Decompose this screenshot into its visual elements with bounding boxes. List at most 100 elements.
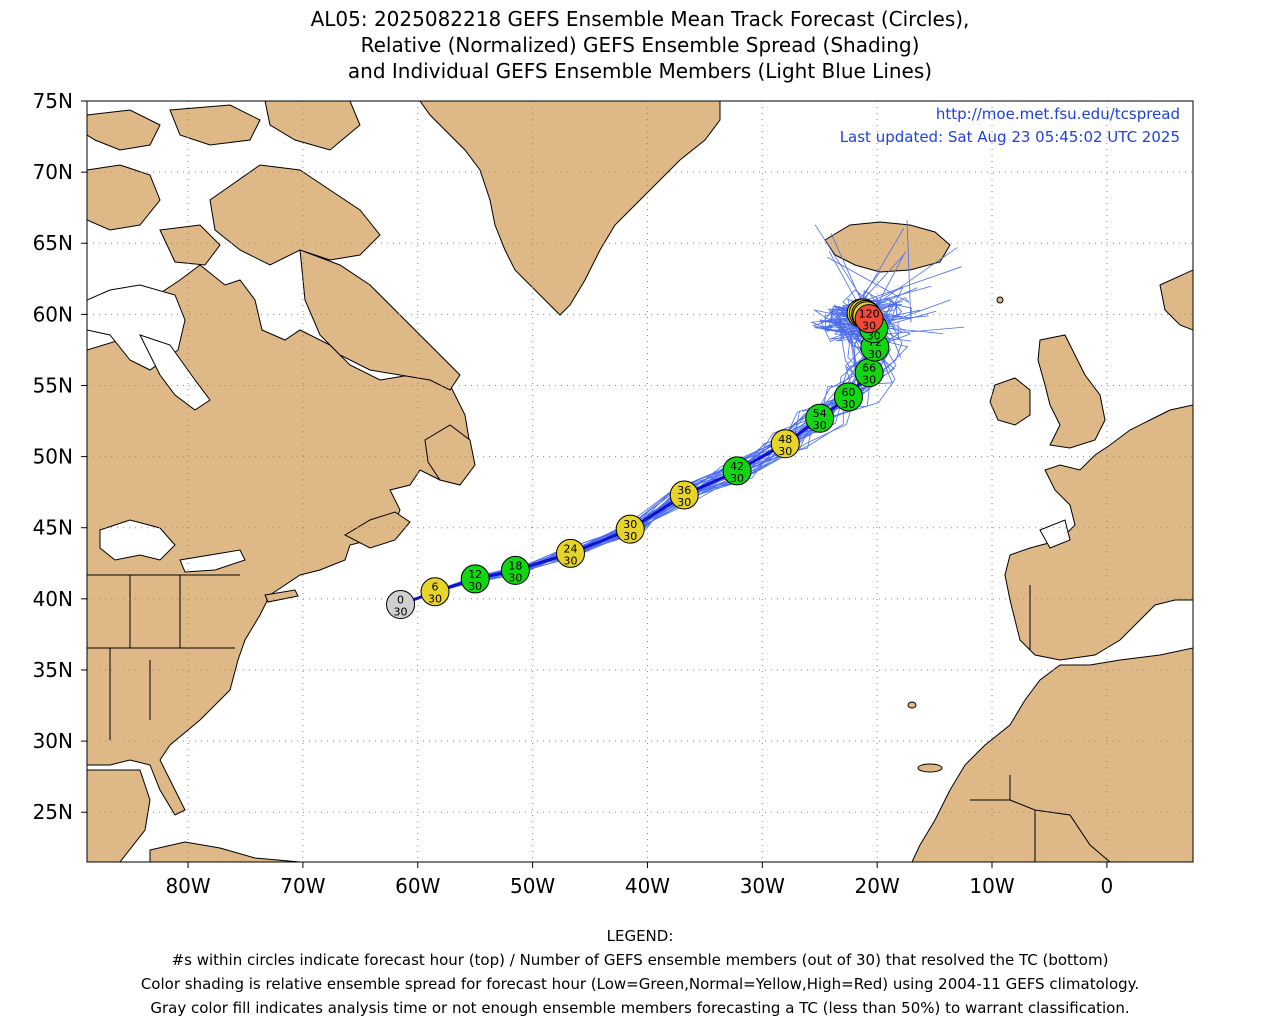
gulf-coast-land [87,769,151,862]
faroe-islands [996,296,1004,304]
lat-tick-label: 50N [33,445,73,469]
forecast-circles: 0306301230183024303030363042304830543060… [386,298,890,620]
member-count-label: 30 [862,320,876,333]
nova-scotia [343,511,411,549]
forecast-circle-fill [615,514,645,544]
lat-tick-label: 55N [33,373,73,397]
land-masses [87,101,1193,862]
forecast-hour-label: 12 [468,568,482,581]
title-line-3: and Individual GEFS Ensemble Members (Li… [347,59,933,83]
newfoundland-island [424,424,476,486]
lat-tick-label: 40N [33,587,73,611]
forecast-circle-fill [556,538,586,568]
legend-line-3: Gray color fill indicates analysis time … [150,999,1130,1017]
biscay-water [1039,519,1071,549]
last-updated: Last updated: Sat Aug 23 05:45:02 UTC 20… [840,128,1180,146]
forecast-hour-label: 48 [778,433,792,446]
lon-tick-label: 40W [625,874,670,898]
scandinavia-edge [1159,269,1193,331]
member-count-label: 30 [730,472,744,485]
lat-tick-label: 70N [33,160,73,184]
forecast-hour-label: 0 [397,594,404,607]
forecast-hour-label: 24 [564,542,578,555]
iceland-island [824,221,951,273]
forecast-circle-fill [669,480,699,510]
chart-title: AL05: 2025082218 GEFS Ensemble Mean Trac… [0,6,1280,84]
arctic-island-4 [159,224,221,266]
lat-tick-label: 30N [33,729,73,753]
labrador-coast [299,249,461,391]
forecast-hour-label: 54 [813,407,827,420]
title-line-2: Relative (Normalized) GEFS Ensemble Spre… [360,33,920,57]
source-url[interactable]: http://moe.met.fsu.edu/tcspread [936,105,1180,123]
border-line [1009,775,1111,862]
lon-tick-label: 10W [969,874,1014,898]
legend-heading: LEGEND: [606,927,674,945]
forecast-circle-fill [722,456,752,486]
borders [87,574,1111,862]
ireland-island [989,377,1031,426]
madeira-island [907,701,917,709]
arctic-island-3 [87,164,161,231]
member-count-label: 30 [508,571,522,584]
arctic-island-2 [169,104,261,146]
member-count-label: 30 [564,554,578,567]
forecast-circle-fill [460,564,490,594]
forecast-hour-label: 120 [859,308,880,321]
member-count-label: 30 [428,593,442,606]
great-lakes-water [99,519,176,561]
forecast-circle-fill [500,555,530,585]
member-count-label: 30 [841,398,855,411]
forecast-circle-fill [854,304,884,334]
member-count-label: 30 [813,419,827,432]
forecast-circle-fill [770,429,800,459]
lon-tick-label: 70W [280,874,325,898]
hudson-bay-inner-water [139,334,211,411]
africa-land [911,647,1193,862]
member-count-label: 30 [862,374,876,387]
member-count-label: 30 [677,496,691,509]
forecast-circle-fill [833,382,863,412]
member-count-label: 30 [623,530,637,543]
member-count-label: 30 [468,580,482,593]
forecast-hour-label: 6 [431,581,438,594]
lat-tick-label: 45N [33,516,73,540]
lat-tick-label: 60N [33,302,73,326]
greenland-land [419,101,721,316]
forecast-hour-label: 60 [841,386,855,399]
lon-tick-label: 80W [165,874,210,898]
lat-tick-label: 75N [33,89,73,113]
forecast-circle-fill [386,590,416,620]
arctic-island-1 [87,109,161,151]
member-count-label: 30 [394,606,408,619]
lon-tick-label: 50W [510,874,555,898]
forecast-hour-label: 36 [677,484,691,497]
cuba-island [149,841,301,862]
arctic-island-5 [264,101,361,151]
forecast-circle: 630 [420,577,450,607]
title-line-1: AL05: 2025082218 GEFS Ensemble Mean Trac… [310,7,970,31]
forecast-hour-label: 42 [730,460,744,473]
europe-land [1004,404,1193,661]
lon-tick-label: 30W [740,874,785,898]
legend-line-2: Color shading is relative ensemble sprea… [140,975,1140,993]
legend: LEGEND: #s within circles indicate forec… [0,924,1280,1020]
member-count-label: 30 [868,348,882,361]
member-count-label: 30 [778,445,792,458]
lat-tick-label: 65N [33,231,73,255]
lake-erie-water [179,549,246,573]
map-frame [86,100,1194,863]
forecast-circle-fill [805,403,835,433]
lon-tick-label: 60W [395,874,440,898]
